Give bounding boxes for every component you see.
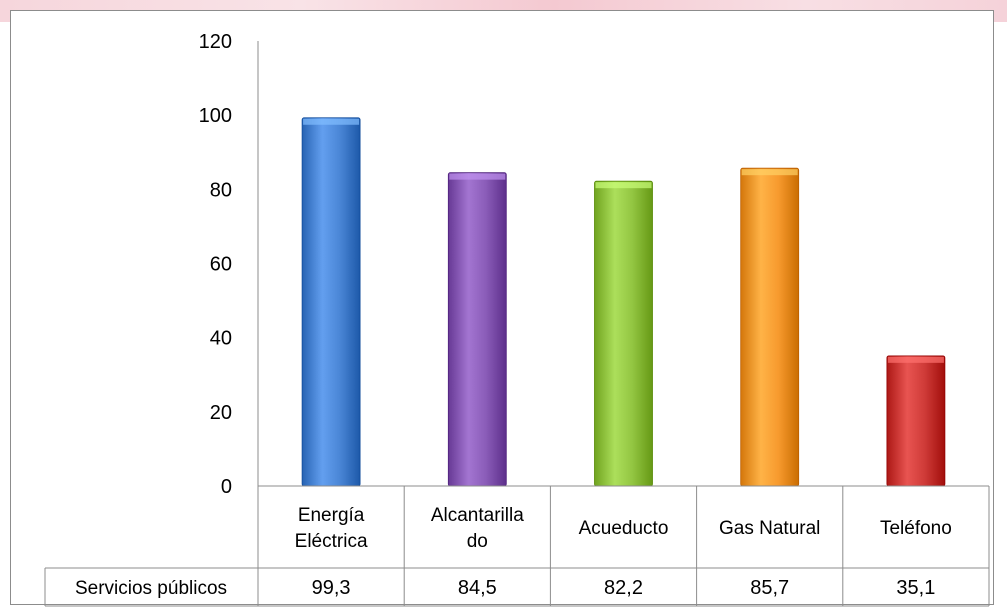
bar-3	[740, 167, 800, 487]
data-label: 99,3	[312, 577, 351, 599]
data-label: 85,7	[750, 577, 789, 599]
y-tick-label: 80	[210, 179, 232, 201]
bar-highlight	[887, 356, 944, 363]
data-label: 82,2	[604, 577, 643, 599]
category-label: Acueducto	[579, 518, 669, 539]
y-tick-label: 20	[210, 402, 232, 424]
bar-1	[447, 172, 507, 487]
bar-0	[301, 117, 361, 487]
y-tick-label: 40	[210, 328, 232, 350]
data-label: 35,1	[896, 577, 935, 599]
category-label: Teléfono	[880, 518, 952, 539]
category-label: Gas Natural	[719, 518, 820, 539]
y-tick-label: 60	[210, 254, 232, 276]
bar-4	[886, 355, 946, 487]
y-tick-label: 0	[221, 476, 232, 498]
bar-highlight	[595, 182, 652, 189]
bar-highlight	[303, 118, 360, 125]
bar-2	[594, 180, 653, 487]
y-tick-label: 100	[199, 105, 232, 127]
data-label: 84,5	[458, 577, 497, 599]
y-tick-label: 120	[199, 31, 232, 53]
bar-highlight	[741, 169, 798, 176]
bar-highlight	[449, 173, 506, 180]
category-label: Energía Eléctrica	[295, 505, 368, 552]
category-label: Alcantarilla do	[431, 505, 524, 552]
series-row-header: Servicios públicos	[75, 578, 227, 599]
